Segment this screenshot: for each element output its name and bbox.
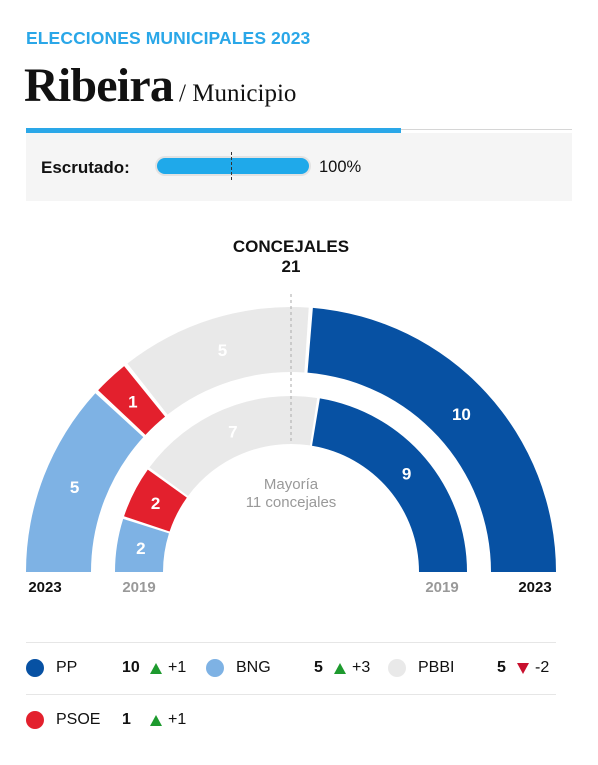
seat-label-2023-pbbi: 5 [218, 341, 227, 360]
legend-divider-middle [26, 694, 556, 695]
scrutiny-progress-bar [155, 152, 311, 180]
legend-swatch-pp [26, 659, 44, 677]
scrutiny-percent: 100% [319, 158, 362, 176]
seat-label-2019-bng: 2 [136, 539, 145, 558]
header-accent-bar [26, 128, 401, 133]
ring-year-label-2023-right: 2023 [518, 579, 551, 596]
seat-arc-2023-bng [26, 393, 144, 572]
legend-swatch-pbbi [388, 659, 406, 677]
scrutiny-label: Escrutado: [41, 158, 130, 177]
legend-item-pbbi: PBBI [388, 655, 454, 681]
scrutiny-panel: Escrutado: 100% [26, 133, 572, 201]
ring-year-label-2019-right: 2019 [425, 579, 458, 596]
legend-party-name: PSOE [56, 711, 101, 728]
triangle-up-icon [150, 714, 162, 726]
legend-party-name: PP [56, 659, 78, 676]
legend-seats-pp: 10 [122, 659, 140, 676]
legend-change-psoe: +1 [150, 707, 186, 733]
seat-arc-2019-pbbi [149, 396, 318, 496]
legend-change-value: +3 [352, 659, 371, 676]
legend-divider-top [26, 642, 556, 643]
legend-party-name: BNG [236, 659, 271, 676]
ring-year-label-2023-left: 2023 [28, 579, 61, 596]
legend-item-psoe: PSOE [26, 707, 100, 733]
page-title: Ribeira [24, 59, 174, 112]
legend-change-pp: +1 [150, 655, 186, 681]
seat-arc-2019-psoe [124, 469, 187, 532]
seat-label-2019-psoe: 2 [151, 494, 160, 513]
page-header: Ribeira / Municipio [24, 58, 296, 113]
legend-change-bng: +3 [334, 655, 370, 681]
legend-change-value: -2 [535, 659, 550, 676]
scrutiny-progress-fill [157, 158, 309, 174]
triangle-down-icon [517, 662, 529, 674]
total-seats: 21 [282, 257, 301, 276]
seat-label-2019-pp: 9 [402, 464, 411, 483]
triangle-up-icon [334, 662, 346, 674]
seat-arc-2023-psoe [98, 366, 166, 435]
legend-seats-pbbi: 5 [497, 659, 506, 676]
chart-title: CONCEJALES [233, 237, 349, 256]
triangle-up-icon [150, 662, 162, 674]
legend-swatch-psoe [26, 711, 44, 729]
ring-year-label-2019-left: 2019 [122, 579, 155, 596]
seat-arc-2019-bng [115, 518, 169, 572]
legend-change-pbbi: -2 [517, 655, 549, 681]
majority-label-line-2: 11 concejales [246, 494, 337, 511]
legend-item-pp: PP [26, 655, 77, 681]
seat-arc-2023-pbbi [127, 307, 309, 415]
scrutiny-progress-midmark [231, 152, 232, 180]
legend-party-name: PBBI [418, 659, 455, 676]
legend-seats-psoe: 1 [122, 711, 131, 728]
legend-swatch-bng [206, 659, 224, 677]
seat-arc-2019-pp [312, 398, 468, 572]
legend-change-value: +1 [168, 711, 187, 728]
page-subtitle: / Municipio [179, 80, 297, 107]
majority-label-line-1: Mayoría [264, 476, 319, 493]
legend-seats-bng: 5 [314, 659, 323, 676]
election-kicker: ELECCIONES MUNICIPALES 2023 [26, 28, 311, 48]
legend-item-bng: BNG [206, 655, 271, 681]
legend-change-value: +1 [168, 659, 187, 676]
seat-label-2019-pbbi: 7 [228, 423, 237, 442]
seat-label-2023-psoe: 1 [128, 393, 137, 412]
seat-label-2023-bng: 5 [70, 478, 79, 497]
seat-label-2023-pp: 10 [452, 405, 471, 424]
seat-arc-2023-pp [307, 307, 556, 572]
